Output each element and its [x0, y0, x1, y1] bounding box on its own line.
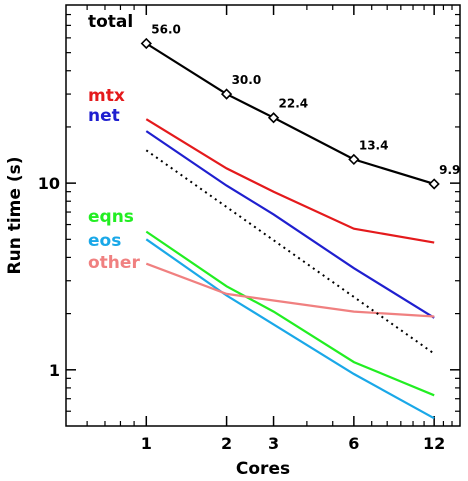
data-point	[348, 153, 360, 166]
data-label: 56.0	[151, 22, 181, 36]
data-label: 13.4	[359, 138, 389, 152]
plot-border	[65, 4, 461, 427]
x-axis-label: Cores	[236, 459, 290, 479]
series-line-other	[145, 262, 435, 318]
y-axis-label: Run time (s)	[5, 157, 25, 275]
data-point	[428, 178, 440, 190]
data-point	[220, 88, 233, 100]
series-lines	[145, 42, 435, 420]
y-tick-label: 1	[49, 361, 60, 380]
legend-label-eqns: eqns	[88, 207, 134, 227]
legend-label-mtx: mtx	[88, 86, 125, 106]
series-line-eos	[145, 238, 435, 420]
x-tick-label: 6	[348, 434, 359, 453]
data-label: 9.9	[439, 163, 460, 177]
plot-frame	[65, 4, 461, 427]
legend-label-eos: eos	[88, 231, 121, 251]
series-line-eqns	[145, 230, 435, 397]
x-tick-label: 3	[268, 434, 279, 453]
series-line-mtx	[145, 118, 435, 244]
markers	[140, 37, 440, 190]
legend-label-other: other	[88, 253, 140, 273]
y-tick-label: 10	[38, 174, 60, 193]
legend-label-total: total	[88, 12, 133, 32]
data-label: 30.0	[232, 73, 262, 87]
axis-ticks	[66, 5, 460, 426]
x-tick-label: 12	[423, 434, 445, 453]
series-line-net	[145, 130, 435, 319]
x-tick-label: 2	[221, 434, 232, 453]
legend-label-net: net	[88, 106, 120, 126]
x-tick-label: 1	[141, 434, 152, 453]
data-label: 22.4	[279, 97, 309, 111]
data-point	[140, 37, 152, 50]
series-line-total	[145, 42, 435, 185]
data-point	[267, 112, 280, 124]
